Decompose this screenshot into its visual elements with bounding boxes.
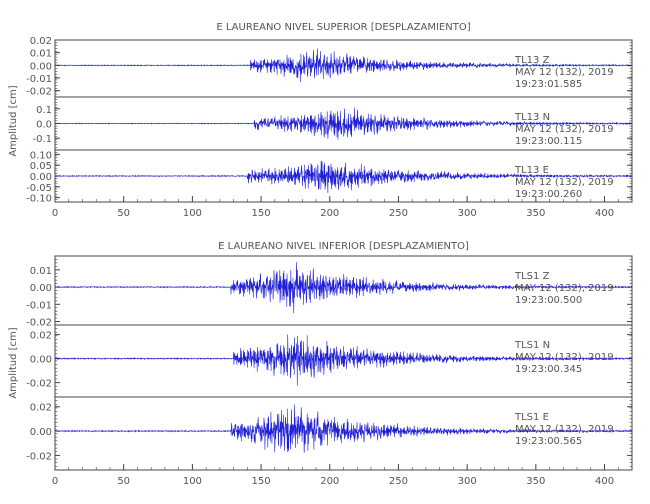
x-tick-label: 250 [389,476,408,487]
date-label: MAY 12 (132), 2019 [515,124,614,135]
y-tick-label: 0.00 [30,283,52,294]
x-tick-label: 250 [389,208,408,219]
x-tick-label: 50 [117,208,130,219]
x-tick-label: 400 [595,208,614,219]
time-label: 19:23:00.260 [515,189,582,200]
station-component-label: TL13 E [514,165,549,176]
x-tick-label: 350 [526,476,545,487]
y-tick-label: 0.02 [30,403,52,414]
time-label: 19:23:01.585 [515,79,582,90]
chart-title-1: E LAUREANO NIVEL SUPERIOR [DESPLAZAMIENT… [216,22,470,33]
y-axis-label-1: Amplitud [cm] [8,85,19,156]
y-tick-label: 0.1 [36,105,52,116]
time-label: 19:23:00.115 [515,136,582,147]
x-tick-label: 300 [458,476,477,487]
station-component-label: TL13 N [514,112,550,123]
x-tick-label: 150 [252,476,271,487]
y-tick-label: 0.00 [30,355,52,366]
x-tick-label: 100 [183,208,202,219]
x-tick-label: 300 [458,208,477,219]
y-tick-label: -0.02 [26,451,52,462]
y-tick-label: -0.02 [26,318,52,329]
date-label: MAY 12 (132), 2019 [515,177,614,188]
waveform-TL13-Z [54,48,633,83]
date-label: MAY 12 (132), 2019 [515,283,614,294]
x-tick-label: 50 [117,476,130,487]
y-tick-label: 0.00 [30,427,52,438]
x-tick-label: 200 [320,208,339,219]
y-tick-label: 0.05 [30,161,52,172]
y-tick-label: 0.00 [30,172,52,183]
time-label: 19:23:00.565 [515,436,582,447]
date-label: MAY 12 (132), 2019 [515,67,614,78]
station-component-label: TLS1 Z [514,271,550,282]
station-component-label: TLS1 N [514,340,550,351]
waveform-TLS1-N [54,334,633,386]
x-tick-label: 150 [252,208,271,219]
y-axis-label-2: Amplitud [cm] [8,327,19,398]
station-component-label: TLS1 E [514,412,549,423]
y-tick-label: 0.02 [30,331,52,342]
y-tick-label: 0.01 [30,49,52,60]
y-tick-label: 0.02 [30,36,52,47]
waveform-TL13-N [54,107,633,140]
x-tick-label: 200 [320,476,339,487]
y-tick-label: -0.01 [26,74,52,85]
y-tick-label: -0.1 [32,134,52,145]
time-label: 19:23:00.345 [515,364,582,375]
y-tick-label: -0.02 [26,379,52,390]
x-tick-label: 400 [595,476,614,487]
y-tick-label: -0.05 [26,183,52,194]
waveform-TLS1-E [54,404,633,453]
y-tick-label: 0.0 [36,120,52,131]
time-label: 19:23:00.500 [515,295,582,306]
x-tick-label: 100 [183,476,202,487]
date-label: MAY 12 (132), 2019 [515,352,614,363]
y-tick-label: -0.10 [26,194,52,205]
y-tick-label: 0.01 [30,266,52,277]
waveform-TL13-E [54,160,633,194]
waveform-TLS1-Z [54,262,633,314]
x-tick-label: 0 [52,476,58,487]
y-tick-label: 0.10 [30,150,52,161]
station-component-label: TL13 Z [514,55,550,66]
date-label: MAY 12 (132), 2019 [515,424,614,435]
chart-title-2: E LAUREANO NIVEL INFERIOR [DESPLAZAMIENT… [218,241,469,252]
x-tick-label: 350 [526,208,545,219]
y-tick-label: 0.00 [30,61,52,72]
y-tick-label: -0.01 [26,300,52,311]
x-tick-label: 0 [52,208,58,219]
y-tick-label: -0.02 [26,87,52,98]
